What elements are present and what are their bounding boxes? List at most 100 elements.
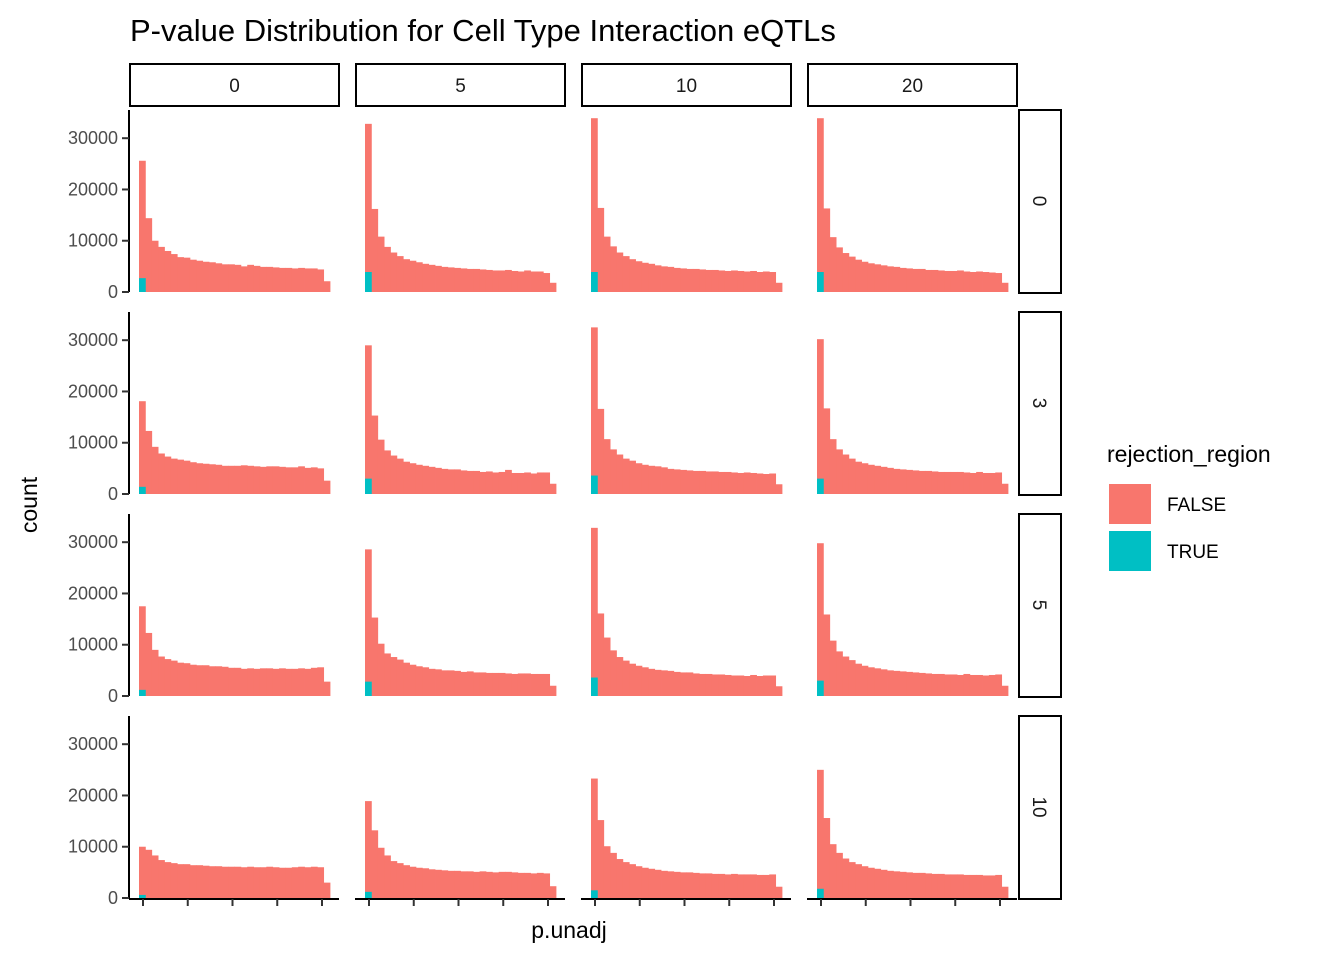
histogram-bar-false [591, 118, 598, 292]
histogram-bar-false [234, 667, 242, 696]
histogram-bar-false [705, 471, 713, 494]
histogram-bar-false [597, 820, 605, 898]
histogram-bar-false [460, 871, 468, 898]
histogram-bar-false [836, 852, 843, 898]
histogram-bar-false [680, 469, 687, 494]
histogram-bar-false [390, 657, 398, 696]
histogram-bar-true [591, 890, 598, 898]
histogram-bar-false [285, 467, 293, 494]
histogram-bar-false [976, 874, 983, 898]
histogram-bar-false [441, 870, 449, 898]
histogram-bar-false [711, 873, 719, 898]
histogram-bar-false [867, 667, 875, 696]
histogram-bar-false [183, 864, 191, 898]
y-tick-label: 0 [108, 686, 118, 706]
histogram-bar-false [253, 466, 261, 494]
histogram-bar-false [635, 261, 643, 292]
histogram-bar-false [629, 460, 636, 494]
facet-panel [817, 339, 1009, 494]
histogram-bar-false [867, 263, 875, 292]
histogram-bar-false [880, 466, 888, 494]
histogram-bar-false [622, 660, 630, 696]
facet-panels: 0 5 10 20 0 3 5 10 0 10000 20000 30000 0 10000 20000 30… [68, 63, 1062, 908]
histogram-bar-false [893, 871, 901, 898]
histogram-bar-false [266, 866, 274, 898]
histogram-bar-false [616, 252, 624, 292]
histogram-bar-true [139, 278, 146, 292]
histogram-bar-false [536, 872, 544, 898]
histogram-bar-false [317, 269, 325, 292]
histogram-bar-false [209, 464, 216, 494]
histogram-bar-false [279, 267, 286, 292]
histogram-bar-false [234, 264, 242, 292]
y-tick-label: 20000 [68, 785, 118, 805]
histogram-bar-false [925, 673, 932, 696]
histogram-bar-false [673, 671, 681, 696]
histogram-bar-false [272, 668, 280, 696]
histogram-bar-false [323, 281, 331, 292]
histogram-bar-false [485, 269, 493, 292]
histogram-bar-false [931, 873, 939, 898]
histogram-bar-false [479, 471, 487, 494]
histogram-bar-false [711, 674, 719, 696]
facet-panel [817, 769, 1009, 898]
histogram-bar-false [291, 867, 299, 898]
histogram-bar-false [731, 270, 738, 292]
histogram-bar-false [622, 256, 630, 292]
facet-panel [591, 327, 783, 494]
histogram-bar-false [699, 873, 706, 898]
histogram-bar-false [298, 267, 305, 292]
histogram-bar-false [680, 872, 687, 898]
histogram-bar-false [769, 675, 777, 696]
histogram-bar-false [511, 472, 519, 494]
histogram-bar-false [880, 265, 888, 292]
histogram-bar-false [963, 271, 971, 292]
histogram-bar-false [196, 260, 204, 292]
histogram-bar-false [396, 659, 404, 696]
histogram-bar-false [661, 467, 668, 494]
histogram-bar-true [817, 272, 824, 292]
histogram-bar-false [323, 882, 331, 898]
histogram-bar-false [1001, 483, 1009, 494]
histogram-bar-false [969, 272, 977, 292]
histogram-bar-false [447, 870, 455, 898]
histogram-bar-false [861, 866, 869, 898]
histogram-bar-false [323, 681, 331, 696]
facet-panel [591, 118, 783, 292]
histogram-bar-false [279, 867, 286, 898]
histogram-bar-false [982, 472, 990, 494]
histogram-bar-false [536, 472, 544, 494]
row-strip-label: 10 [1028, 796, 1049, 817]
histogram-bar-false [937, 270, 945, 292]
histogram-bar-false [724, 874, 732, 898]
histogram-bar-false [756, 272, 764, 292]
histogram-bar-false [259, 266, 267, 292]
histogram-bar-false [861, 665, 869, 696]
histogram-bar-false [170, 254, 178, 292]
histogram-bar-true [365, 272, 372, 292]
histogram-bar-false [769, 473, 777, 494]
histogram-bar-false [396, 458, 404, 494]
histogram-bar-false [737, 874, 745, 898]
histogram-bar-false [667, 266, 675, 292]
histogram-bar-false [524, 872, 531, 898]
histogram-bar-false [982, 675, 990, 696]
y-tick-label: 30000 [68, 734, 118, 754]
y-tick-label: 0 [108, 484, 118, 504]
y-tick-label: 20000 [68, 179, 118, 199]
histogram-bar-false [731, 675, 738, 696]
histogram-bar-false [988, 875, 996, 898]
histogram-bar-false [887, 670, 894, 696]
histogram-bar-false [823, 818, 831, 898]
histogram-bar-false [272, 267, 280, 292]
histogram-bar-false [667, 670, 675, 696]
histogram-bar-false [661, 870, 668, 898]
y-tick-label: 0 [108, 282, 118, 302]
histogram-bar-false [530, 271, 538, 292]
histogram-bar-false [479, 871, 487, 898]
histogram-bar-false [603, 236, 611, 292]
histogram-bar-false [479, 672, 487, 696]
histogram-bar-false [950, 270, 958, 292]
histogram-bar-false [887, 870, 894, 898]
histogram-bar-false [441, 670, 449, 696]
